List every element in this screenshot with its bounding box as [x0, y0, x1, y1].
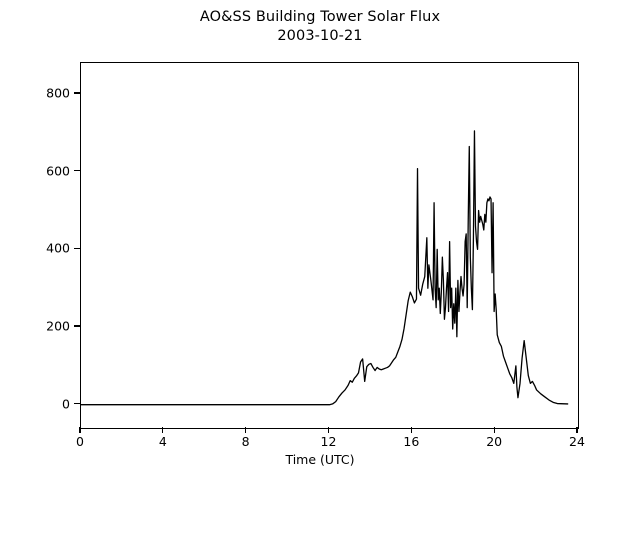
solar-flux-line — [81, 130, 569, 406]
x-tick-label: 12 — [320, 434, 337, 449]
x-axis-tick-labels: 0 4 8 12 16 20 24 — [76, 434, 585, 452]
x-tick-mark — [162, 427, 164, 433]
x-tick-mark — [493, 427, 495, 433]
x-tick-label: 24 — [569, 434, 585, 449]
x-tick-label: 20 — [486, 434, 503, 449]
x-tick-mark — [576, 427, 578, 433]
y-tick-mark — [74, 247, 80, 250]
solar-flux-chart-figure: AO&SS Building Tower Solar Flux 2003-10-… — [0, 8, 640, 467]
y-tick-mark — [74, 325, 80, 327]
data-line-series — [81, 130, 569, 406]
chart-title-block: AO&SS Building Tower Solar Flux 2003-10-… — [0, 8, 640, 46]
y-axis-tick-marks — [0, 62, 80, 427]
y-tick-mark — [74, 403, 80, 405]
x-axis-tick-marks — [79, 427, 578, 435]
x-tick-mark — [410, 427, 412, 433]
y-axis-tick-labels: 0 200 400 600 800 — [0, 62, 70, 427]
y-tick-label: 400 — [46, 240, 70, 256]
y-tick-label: 600 — [46, 163, 70, 179]
x-tick-mark — [79, 427, 81, 433]
plot-area — [80, 62, 579, 429]
x-tick-mark — [245, 427, 247, 433]
y-tick-mark — [74, 170, 80, 172]
y-tick-mark — [74, 92, 80, 94]
x-tick-label: 0 — [76, 434, 84, 449]
chart-subtitle: 2003-10-21 — [277, 28, 363, 44]
y-tick-label: 0 — [62, 396, 70, 412]
x-tick-label: 4 — [158, 434, 167, 449]
x-axis-label: Time (UTC) — [285, 452, 355, 467]
x-tick-label: 16 — [403, 434, 420, 449]
page-title: AO&SS Building Tower Solar Flux — [199, 9, 441, 25]
y-tick-label: 200 — [46, 318, 70, 334]
x-tick-mark — [327, 427, 330, 433]
x-tick-label: 8 — [241, 434, 250, 449]
y-tick-label: 800 — [46, 85, 70, 101]
